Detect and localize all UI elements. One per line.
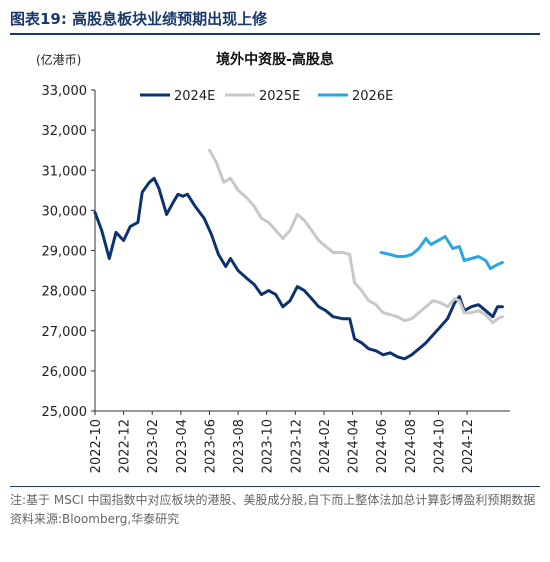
x-tick-label: 2023-04	[175, 419, 190, 473]
x-tick-label: 2023-02	[146, 419, 161, 473]
notes: 注:基于 MSCI 中国指数中对应板块的港股、美股成分股,自下而上整体法加总计算…	[10, 491, 540, 529]
chart-title: 境外中资股-高股息	[216, 52, 334, 68]
x-tick-label: 2023-08	[232, 419, 247, 473]
legend-label: 2025E	[259, 89, 300, 104]
y-tick-label: 29,000	[42, 245, 88, 260]
x-tick-label: 2024-04	[347, 419, 362, 473]
x-tick-label: 2023-12	[289, 419, 304, 473]
y-tick-label: 27,000	[42, 325, 88, 340]
y-tick-label: 25,000	[42, 405, 88, 420]
unit-label: (亿港币)	[36, 53, 82, 67]
line-chart: 25,000 26,000 27,000 28,000 29,000 30,000 31,0…	[42, 84, 510, 473]
x-tick-label: 2022-12	[118, 419, 133, 473]
y-tick-label: 30,000	[42, 204, 88, 219]
x-tick-label: 2023-10	[261, 419, 276, 473]
y-tick-label: 26,000	[42, 365, 88, 380]
y-tick-label: 28,000	[42, 285, 88, 300]
legend-label: 2026E	[352, 89, 393, 104]
x-tick-label: 2022-10	[89, 419, 104, 473]
x-tick-label: 2024-06	[375, 419, 390, 473]
x-tick-label: 2024-08	[404, 419, 419, 473]
x-tick-label: 2024-12	[461, 419, 476, 473]
notes-divider	[10, 486, 540, 487]
title-divider	[10, 33, 540, 35]
y-tick-label: 33,000	[42, 84, 88, 99]
series-line-2026E	[379, 235, 504, 271]
y-tick-label: 31,000	[42, 164, 88, 179]
series-line-2025E	[208, 148, 504, 325]
figure-title: 图表19: 高股息板块业绩预期出现上修	[10, 10, 268, 28]
legend-label: 2024E	[174, 89, 215, 104]
x-tick-label: 2023-06	[203, 419, 218, 473]
footnote: 注:基于 MSCI 中国指数中对应板块的港股、美股成分股,自下而上整体法加总计算…	[10, 493, 536, 507]
series-line-2024E	[93, 176, 504, 361]
x-tick-label: 2024-02	[318, 419, 333, 473]
x-tick-label: 2024-10	[432, 419, 447, 473]
y-tick-label: 32,000	[42, 124, 88, 139]
source-note: 资料来源:Bloomberg,华泰研究	[10, 512, 180, 526]
